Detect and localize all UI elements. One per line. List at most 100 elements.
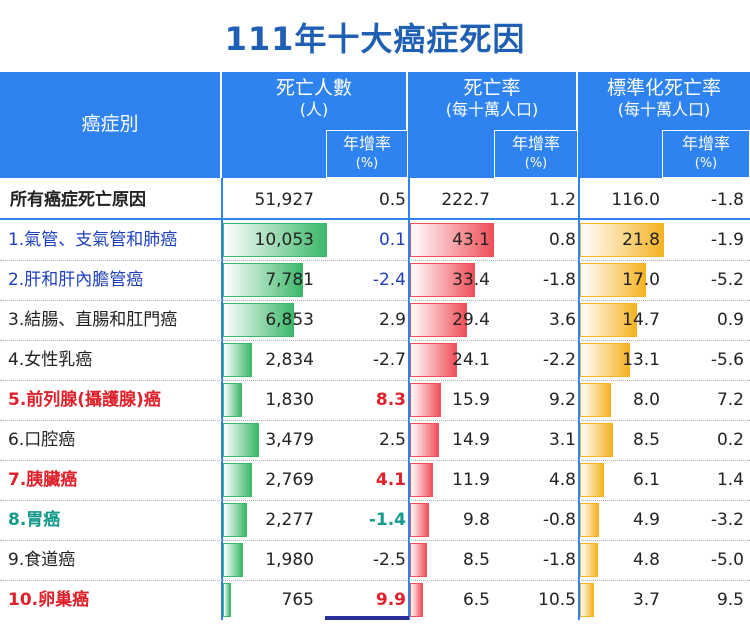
std-rate-value: 17.0	[622, 270, 660, 290]
row-divider	[0, 380, 750, 381]
deaths-yoy-value: 2.9	[378, 310, 406, 330]
deaths-yoy-value: 0.1	[378, 230, 406, 250]
total-deaths-yoy: 0.5	[378, 190, 406, 210]
deaths-bar	[223, 463, 252, 497]
rate-bar	[410, 383, 441, 417]
rate-value: 33.4	[452, 270, 490, 290]
rate-value: 24.1	[452, 350, 490, 370]
std-rate-bar	[580, 423, 613, 457]
deaths-yoy-value: -2.7	[372, 350, 406, 370]
cause-label: 10.卵巢癌	[8, 590, 90, 610]
deaths-bar	[223, 423, 259, 457]
rate-value: 11.9	[452, 470, 490, 490]
std-rate-value: 14.7	[622, 310, 660, 330]
deaths-bar	[223, 543, 244, 577]
total-std-yoy: -1.8	[710, 190, 744, 210]
deaths-value: 765	[281, 590, 314, 610]
header-std-rate-yoy-title: 年增率	[681, 134, 730, 153]
std-rate-yoy-value: -5.6	[710, 350, 744, 370]
rate-yoy-value: 9.2	[548, 390, 576, 410]
std-rate-yoy-value: 1.4	[716, 470, 744, 490]
deaths-value: 2,769	[265, 470, 314, 490]
std-rate-yoy-value: 0.9	[716, 310, 744, 330]
std-rate-yoy-value: -5.2	[710, 270, 744, 290]
rate-value: 43.1	[452, 230, 490, 250]
deaths-yoy-value: 4.1	[375, 470, 406, 490]
header-std-rate-yoy-unit: (%)	[694, 156, 718, 171]
separator-line	[0, 218, 222, 220]
row-underline	[325, 616, 409, 620]
deaths-yoy-value: -2.4	[372, 270, 406, 290]
deaths-bar	[223, 343, 253, 377]
deaths-bar	[223, 223, 327, 257]
std-rate-yoy-value: 9.5	[716, 590, 744, 610]
column-divider	[408, 178, 410, 620]
deaths-bar	[223, 583, 231, 617]
rate-yoy-value: -1.8	[542, 550, 576, 570]
deaths-yoy-value: 2.5	[378, 430, 406, 450]
header-std-rate-unit: (每十萬人口)	[617, 100, 711, 119]
cause-label: 1.氣管、支氣管和肺癌	[8, 230, 178, 250]
deaths-yoy-value: 9.9	[375, 590, 406, 610]
std-rate-value: 4.9	[632, 510, 660, 530]
rate-yoy-value: 4.8	[548, 470, 576, 490]
deaths-value: 1,830	[265, 390, 314, 410]
deaths-yoy-value: -2.5	[372, 550, 406, 570]
rate-yoy-value: 3.1	[548, 430, 576, 450]
deaths-bar	[223, 503, 247, 537]
header-deaths-yoy-title: 年增率	[342, 134, 391, 153]
rate-yoy-value: -1.8	[542, 270, 576, 290]
rate-bar	[410, 463, 434, 497]
rate-yoy-value: -2.2	[542, 350, 576, 370]
deaths-value: 2,277	[265, 510, 314, 530]
rate-value: 14.9	[452, 430, 490, 450]
rate-value: 9.8	[462, 510, 490, 530]
std-rate-bar	[580, 343, 631, 377]
header-rate-title: 死亡率	[463, 77, 521, 99]
cause-label: 4.女性乳癌	[8, 350, 93, 370]
deaths-value: 10,053	[254, 230, 314, 250]
rate-yoy-value: 10.5	[538, 590, 576, 610]
std-rate-bar	[580, 263, 646, 297]
rate-yoy-value: -0.8	[542, 510, 576, 530]
cause-label: 6.口腔癌	[8, 430, 76, 450]
std-rate-bar	[580, 223, 664, 257]
rate-bar	[410, 263, 476, 297]
cause-label: 7.胰臟癌	[8, 470, 78, 490]
separator-line	[222, 218, 408, 220]
page-title: 111年十大癌症死因	[224, 20, 526, 58]
header-deaths-yoy: 年增率 (%)	[326, 130, 408, 178]
std-rate-value: 4.8	[632, 550, 660, 570]
std-rate-yoy-value: 0.2	[716, 430, 744, 450]
column-divider	[221, 178, 223, 620]
std-rate-yoy-value: 7.2	[716, 390, 744, 410]
std-rate-yoy-value: -1.9	[710, 230, 744, 250]
cause-label: 5.前列腺(攝護腺)癌	[8, 390, 161, 410]
std-rate-value: 8.5	[632, 430, 660, 450]
deaths-bar	[223, 263, 304, 297]
deaths-value: 3,479	[265, 430, 314, 450]
header-deaths-unit: (人)	[299, 100, 329, 119]
deaths-yoy-value: 8.3	[375, 390, 406, 410]
rate-bar	[410, 503, 430, 537]
row-divider	[0, 540, 750, 541]
header-deaths-title: 死亡人數	[275, 77, 352, 99]
std-rate-value: 8.0	[632, 390, 660, 410]
deaths-yoy-value: -1.4	[368, 510, 406, 530]
std-rate-bar	[580, 303, 637, 337]
header-rate-yoy-unit: (%)	[524, 156, 548, 171]
rate-value: 29.4	[452, 310, 490, 330]
rate-yoy-value: 3.6	[548, 310, 576, 330]
std-rate-value: 6.1	[632, 470, 660, 490]
row-divider	[0, 300, 750, 301]
header-rate-yoy-title: 年增率	[511, 134, 560, 153]
cause-label: 2.肝和肝內膽管癌	[8, 270, 144, 290]
separator-line	[408, 218, 578, 220]
std-rate-bar	[580, 463, 604, 497]
deaths-bar	[223, 303, 294, 337]
header-std-rate-title: 標準化死亡率	[606, 77, 721, 99]
std-rate-bar	[580, 543, 599, 577]
std-rate-bar	[580, 383, 611, 417]
std-rate-yoy-value: -3.2	[710, 510, 744, 530]
deaths-value: 1,980	[265, 550, 314, 570]
